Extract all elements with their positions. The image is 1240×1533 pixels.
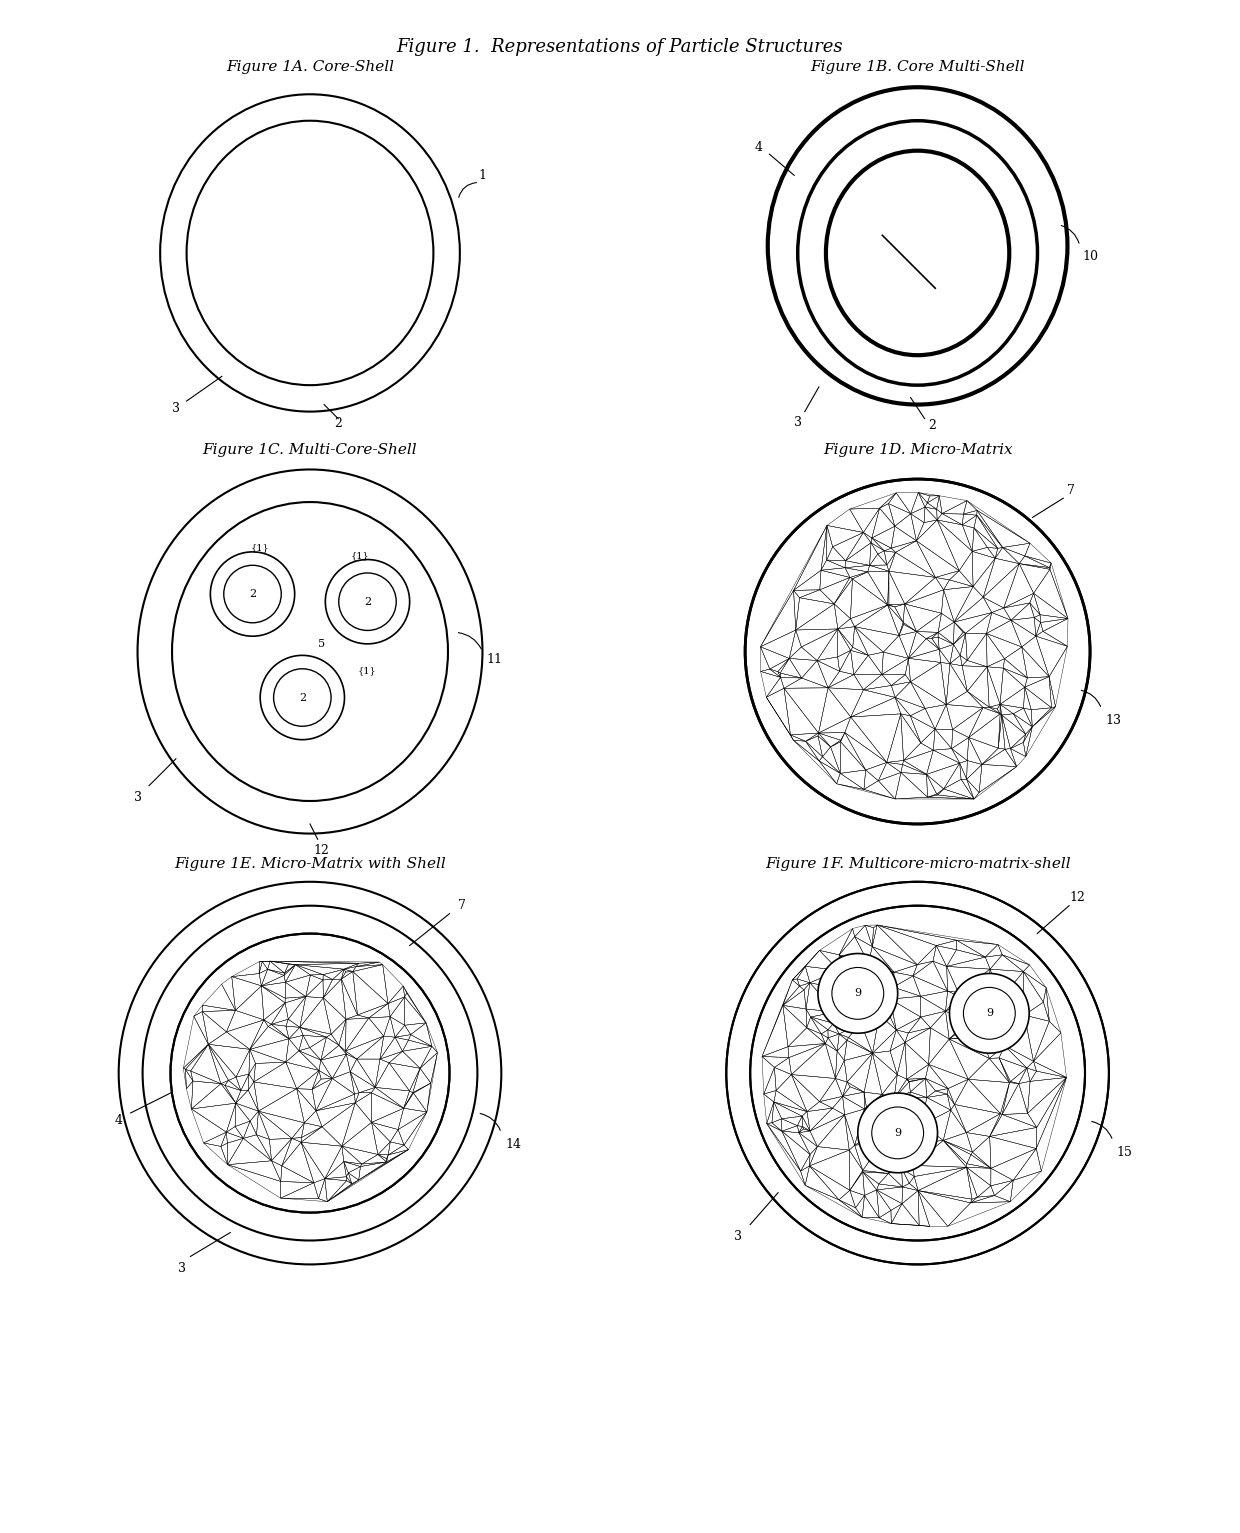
- Title: Figure 1C. Multi-Core-Shell: Figure 1C. Multi-Core-Shell: [202, 443, 418, 457]
- Text: 3: 3: [179, 1262, 186, 1275]
- Text: 1: 1: [479, 169, 487, 182]
- Text: 12: 12: [1069, 891, 1085, 904]
- Text: Figure 1.  Representations of Particle Structures: Figure 1. Representations of Particle St…: [397, 38, 843, 57]
- Text: 3: 3: [794, 415, 802, 429]
- Text: 2: 2: [299, 693, 306, 702]
- Title: Figure 1B. Core Multi-Shell: Figure 1B. Core Multi-Shell: [811, 60, 1024, 74]
- Text: 3: 3: [734, 1229, 743, 1243]
- Text: 7: 7: [458, 900, 465, 912]
- Text: 14: 14: [505, 1139, 521, 1151]
- Text: 12: 12: [314, 845, 330, 857]
- Text: 3: 3: [172, 402, 180, 414]
- Title: Figure 1A. Core-Shell: Figure 1A. Core-Shell: [226, 60, 394, 74]
- Title: Figure 1D. Micro-Matrix: Figure 1D. Micro-Matrix: [823, 443, 1012, 457]
- Text: 2: 2: [335, 417, 342, 431]
- Circle shape: [745, 480, 1090, 825]
- Text: 4: 4: [114, 1114, 123, 1127]
- Circle shape: [818, 954, 898, 1033]
- Text: {1}: {1}: [250, 544, 269, 552]
- Circle shape: [170, 934, 450, 1213]
- Text: 9: 9: [894, 1128, 901, 1137]
- Text: 2: 2: [928, 419, 936, 432]
- Text: {1}: {1}: [358, 667, 377, 675]
- Text: 4: 4: [755, 141, 763, 153]
- Text: 9: 9: [854, 989, 862, 998]
- Text: 3: 3: [134, 791, 141, 803]
- Text: 7: 7: [1066, 484, 1075, 497]
- Text: {1}: {1}: [351, 552, 370, 560]
- Text: 2: 2: [249, 589, 257, 599]
- Text: 11: 11: [486, 653, 502, 665]
- Title: Figure 1F. Multicore-micro-matrix-shell: Figure 1F. Multicore-micro-matrix-shell: [765, 857, 1070, 871]
- Text: 9: 9: [986, 1009, 993, 1018]
- Text: 2: 2: [363, 596, 371, 607]
- Text: 5: 5: [317, 639, 325, 648]
- Text: 13: 13: [1105, 714, 1121, 727]
- Title: Figure 1E. Micro-Matrix with Shell: Figure 1E. Micro-Matrix with Shell: [174, 857, 446, 871]
- Text: 15: 15: [1117, 1147, 1133, 1159]
- Circle shape: [750, 906, 1085, 1240]
- Circle shape: [858, 1093, 937, 1173]
- Text: 10: 10: [1083, 250, 1099, 264]
- Circle shape: [950, 973, 1029, 1053]
